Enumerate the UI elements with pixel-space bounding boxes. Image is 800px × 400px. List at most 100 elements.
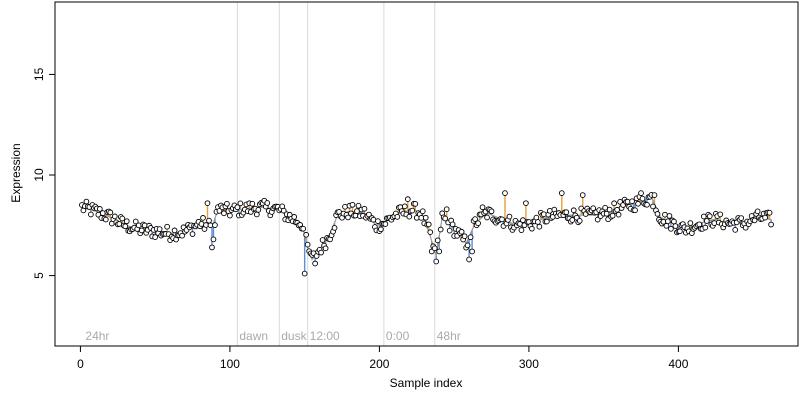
annotation-label: dawn (239, 329, 268, 343)
data-point (431, 245, 438, 252)
data-point (742, 224, 749, 231)
data-point (422, 214, 429, 221)
data-point (111, 213, 118, 220)
data-point (224, 200, 230, 207)
data-point (632, 207, 638, 214)
data-point (404, 196, 411, 202)
data-point (303, 231, 310, 238)
data-point (221, 210, 227, 217)
data-point (644, 201, 650, 208)
data-point (663, 222, 670, 229)
data-point (472, 216, 478, 222)
data-point (738, 215, 745, 221)
data-point (611, 200, 617, 207)
annotation-label: dusk (281, 329, 307, 343)
data-point (227, 212, 233, 219)
data-point (702, 224, 709, 231)
data-point (762, 214, 768, 221)
data-point (579, 192, 586, 198)
data-point (442, 215, 449, 222)
data-point (615, 211, 622, 218)
data-point (535, 219, 541, 225)
y-tick-label: 5 (32, 272, 46, 279)
y-axis-label: Expression (9, 143, 23, 202)
data-point (443, 206, 450, 213)
data-point (419, 208, 426, 215)
data-point (234, 204, 241, 211)
data-point (437, 226, 444, 233)
data-point (209, 244, 215, 251)
data-point (638, 190, 644, 196)
data-point (342, 203, 348, 210)
x-tick-label: 300 (519, 357, 539, 371)
data-point (672, 223, 679, 229)
data-point (654, 211, 661, 217)
data-point (651, 192, 658, 198)
data-point (349, 201, 356, 208)
data-point (304, 241, 311, 248)
data-point (446, 227, 453, 234)
data-point (216, 208, 223, 214)
data-point (475, 220, 481, 227)
data-point (458, 228, 465, 235)
data-point (629, 198, 635, 205)
data-point (156, 226, 163, 232)
data-point (189, 231, 196, 237)
data-point (122, 223, 129, 230)
data-point (488, 208, 495, 215)
y-axis: 5 10 15 (32, 67, 56, 279)
data-point (138, 227, 145, 234)
data-point (253, 211, 260, 218)
data-point (249, 200, 256, 207)
data-point (99, 210, 106, 216)
data-point (102, 216, 109, 223)
data-point (204, 200, 211, 207)
time-annotations: 24hr dawn dusk 12:00 0:00 48hr (85, 329, 460, 343)
data-point (639, 195, 646, 202)
data-point (378, 226, 384, 233)
annotation-label: 24hr (85, 329, 109, 343)
x-tick-label: 200 (369, 357, 389, 371)
data-point (434, 237, 441, 244)
data-point (650, 203, 656, 210)
data-point (375, 218, 381, 224)
data-point (606, 206, 613, 213)
data-point (563, 209, 570, 216)
data-point (469, 248, 475, 255)
x-axis: 0 100 200 300 400 (77, 345, 689, 371)
data-point (319, 237, 326, 243)
y-tick-label: 10 (32, 168, 46, 182)
data-point (706, 213, 713, 220)
data-point (237, 200, 244, 207)
data-point (558, 190, 565, 196)
x-tick-label: 100 (220, 357, 240, 371)
data-point (318, 249, 324, 256)
data-point (506, 213, 513, 220)
data-point (382, 221, 389, 227)
data-point (179, 232, 185, 239)
data-point (107, 209, 114, 216)
annotation-label: 0:00 (386, 329, 410, 343)
data-point (467, 234, 474, 241)
data-point (206, 217, 212, 224)
data-point (409, 207, 416, 214)
data-point (83, 198, 90, 205)
data-point (635, 200, 641, 207)
data-point (668, 225, 674, 232)
data-point (436, 248, 443, 255)
data-point (200, 215, 206, 221)
data-point (518, 227, 525, 233)
data-point (502, 190, 508, 196)
data-point (536, 223, 543, 230)
data-point (152, 234, 159, 240)
boundary-lines (236, 2, 436, 346)
x-tick-label: 0 (77, 357, 84, 371)
data-point (543, 218, 550, 225)
data-point (280, 207, 287, 214)
data-point (603, 210, 610, 217)
data-point (171, 227, 178, 234)
data-point (529, 225, 535, 232)
data-point (523, 200, 529, 207)
plot-frame (54, 1, 799, 347)
